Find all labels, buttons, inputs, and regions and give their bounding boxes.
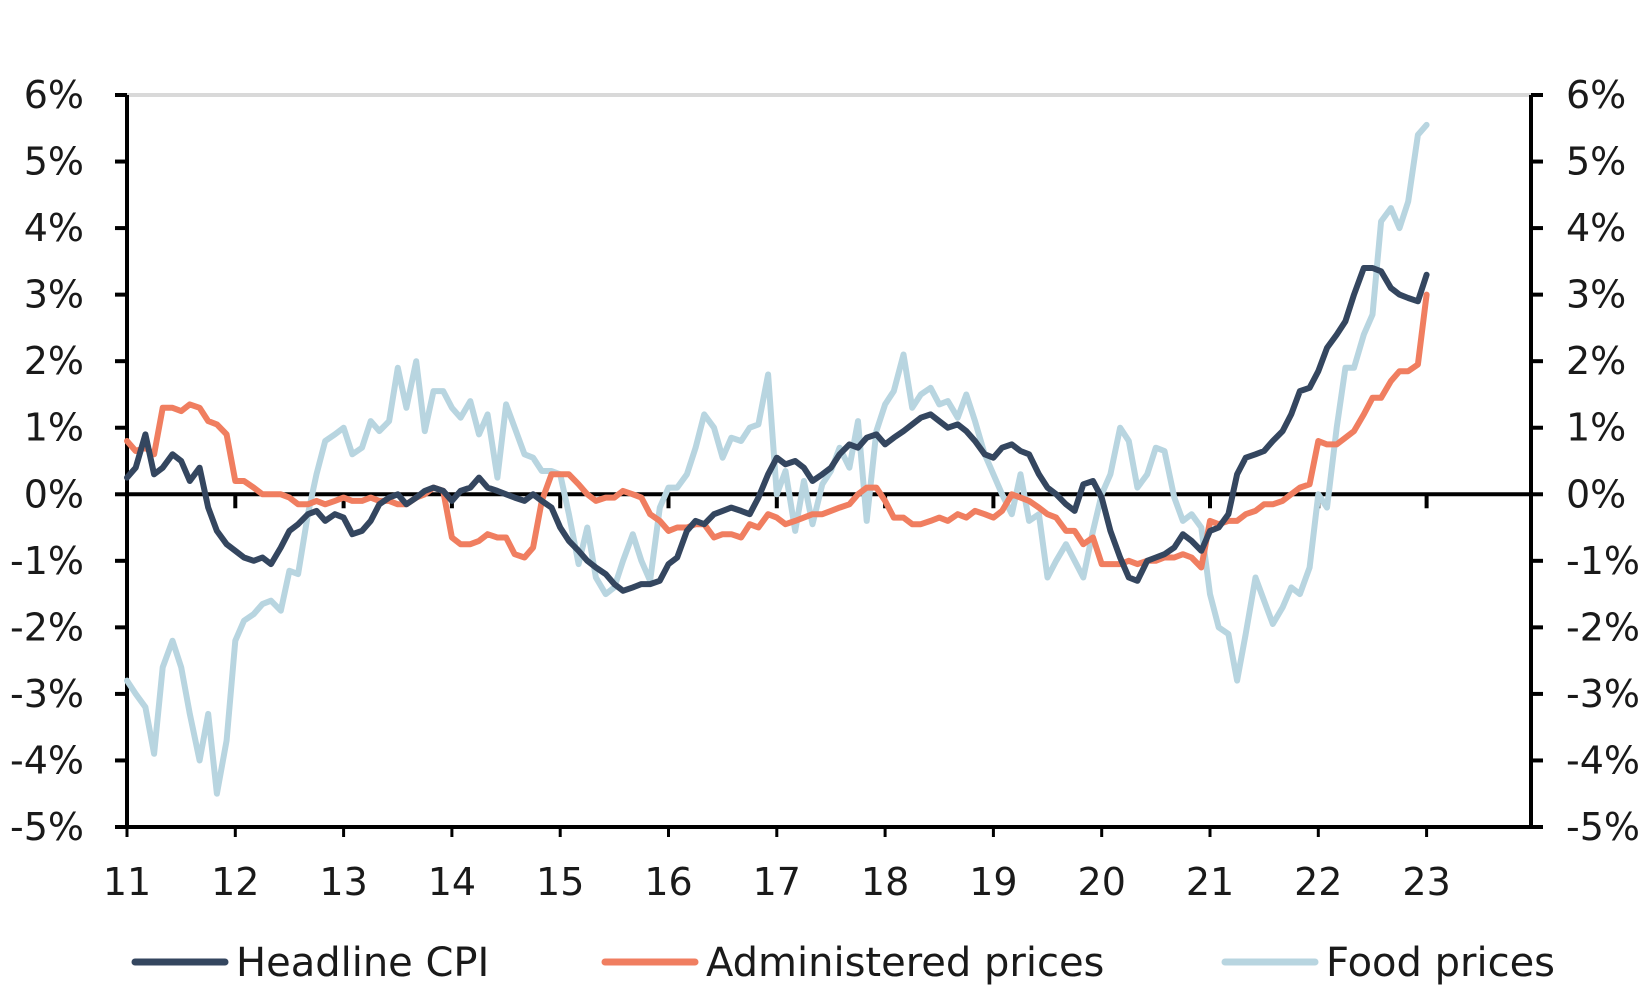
x-axis: 11 12 13 14 15 16 17 18 19 20 21 22 23	[103, 492, 1531, 904]
left-y-tick-label: 6%	[24, 73, 84, 117]
right-y-tick-label: 1%	[1566, 406, 1626, 450]
right-y-tick-label: 3%	[1566, 273, 1626, 317]
left-y-axis: 6% 5% 4% 3% 2% 1% 0% -1% -2% -3% -4% -5%	[10, 73, 129, 849]
x-tick-label: 12	[211, 860, 259, 904]
right-y-tick-label: -5%	[1566, 805, 1640, 849]
right-y-tick-label: -4%	[1566, 738, 1640, 782]
right-y-tick-label: 6%	[1566, 73, 1626, 117]
left-y-tick-label: 1%	[24, 406, 84, 450]
x-tick-label: 22	[1294, 860, 1342, 904]
x-tick-label: 17	[753, 860, 801, 904]
right-y-tick-label: 0%	[1566, 472, 1626, 516]
x-tick-label: 21	[1186, 860, 1234, 904]
right-y-tick-label: -3%	[1566, 672, 1640, 716]
x-tick-label: 11	[103, 860, 151, 904]
left-y-tick-label: 4%	[24, 206, 84, 250]
legend: Headline CPI Administered prices Food pric…	[131, 940, 1555, 986]
x-tick-label: 15	[536, 860, 584, 904]
x-tick-label: 23	[1402, 860, 1450, 904]
series-line-headline-cpi	[124, 265, 1430, 594]
series-line-food-prices	[124, 121, 1430, 797]
right-y-tick-label: -1%	[1566, 539, 1640, 583]
right-y-tick-label: 5%	[1566, 140, 1626, 184]
legend-label: Food prices	[1326, 940, 1555, 986]
left-y-tick-label: -2%	[10, 605, 84, 649]
series-group	[124, 121, 1430, 797]
left-y-tick-label: 2%	[24, 339, 84, 383]
x-tick-label: 13	[319, 860, 367, 904]
right-y-tick-label: 2%	[1566, 339, 1626, 383]
legend-label: Administered prices	[706, 940, 1104, 986]
right-y-axis: 6% 5% 4% 3% 2% 1% 0% -1% -2% -3% -4% -5%	[1529, 73, 1640, 849]
left-y-tick-label: 0%	[24, 472, 84, 516]
right-y-tick-label: -2%	[1566, 605, 1640, 649]
x-tick-label: 19	[969, 860, 1017, 904]
x-tick-label: 16	[644, 860, 692, 904]
left-y-tick-label: -5%	[10, 805, 84, 849]
left-y-tick-label: -4%	[10, 738, 84, 782]
series-line-administered-prices	[124, 291, 1430, 571]
x-tick-label: 20	[1078, 860, 1126, 904]
x-tick-label: 18	[861, 860, 909, 904]
left-y-tick-label: 5%	[24, 140, 84, 184]
x-tick-label: 14	[428, 860, 476, 904]
right-y-tick-label: 4%	[1566, 206, 1626, 250]
left-y-tick-label: 3%	[24, 273, 84, 317]
left-y-tick-label: -1%	[10, 539, 84, 583]
left-y-tick-label: -3%	[10, 672, 84, 716]
legend-label: Headline CPI	[236, 940, 489, 986]
